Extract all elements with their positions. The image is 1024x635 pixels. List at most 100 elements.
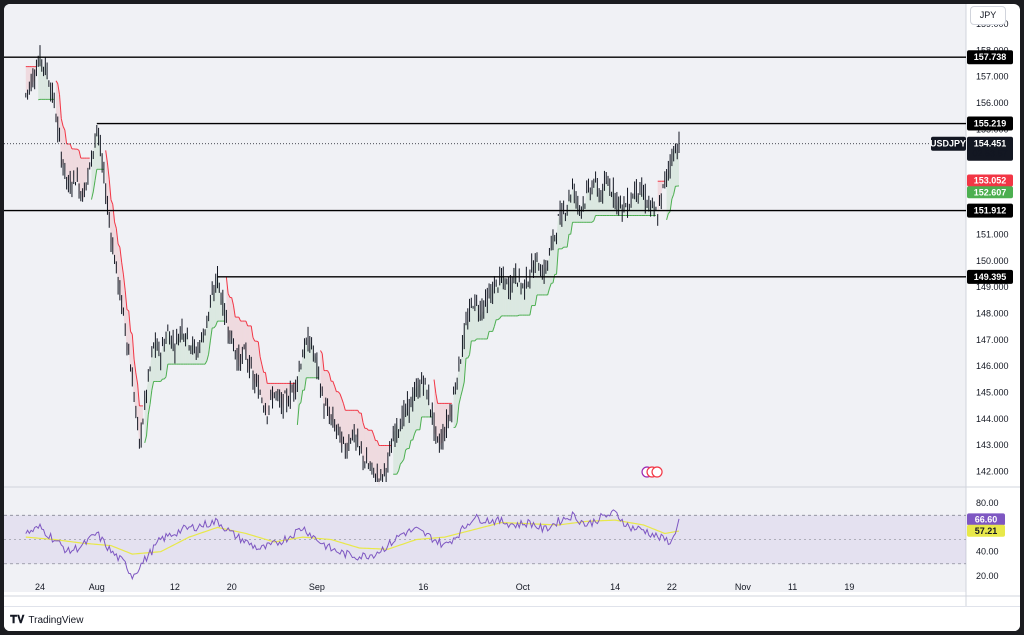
supertrend-line [135, 372, 139, 385]
supertrend-fill [66, 143, 69, 181]
supertrend-line [460, 389, 463, 397]
last-price-tag [967, 136, 1013, 161]
supertrend-fill [87, 158, 90, 171]
supertrend-fill [363, 422, 365, 464]
price-tick-label: 149.000 [976, 282, 1009, 292]
supertrend-fill [609, 192, 612, 216]
supertrend-fill [474, 301, 477, 341]
supertrend-line [59, 94, 62, 119]
level-price-tag [967, 50, 1013, 65]
rsi-value-label: 66.60 [975, 514, 998, 524]
supertrend-fill [162, 345, 165, 380]
supertrend-fill [268, 383, 271, 407]
supertrend-line [225, 276, 229, 294]
indicator-value-label: 152.607 [974, 187, 1007, 197]
supertrend-fill [359, 413, 362, 450]
supertrend-line [461, 381, 465, 390]
price-tick-label: 143.000 [976, 440, 1009, 450]
tradingview-logo[interactable]: 𝐓𝐕 TradingView [10, 614, 83, 627]
supertrend-fill [371, 430, 374, 473]
indicator-value-tag [967, 186, 1013, 199]
supertrend-line [337, 391, 341, 395]
indicator-value-tag [967, 174, 1013, 187]
supertrend-fill [586, 189, 589, 223]
supertrend-fill [526, 282, 529, 316]
time-tick-label: Sep [309, 582, 325, 592]
supertrend-line [90, 191, 94, 200]
supertrend-line [396, 470, 399, 475]
supertrend-line [213, 325, 217, 329]
supertrend-fill [63, 126, 65, 166]
price-tick-label: 150.000 [976, 256, 1009, 266]
supertrend-line [256, 340, 259, 343]
supertrend-fill [560, 221, 562, 249]
supertrend-line [257, 341, 261, 357]
level-price-label: 155.219 [974, 119, 1007, 129]
supertrend-line [474, 338, 478, 342]
supertrend-fill [235, 317, 238, 355]
level-price-tag [967, 116, 1013, 131]
supertrend-line [371, 430, 375, 436]
supertrend-line [105, 150, 108, 164]
supertrend-line [108, 178, 112, 200]
supertrend-line [296, 404, 300, 425]
supertrend-line [55, 80, 59, 84]
supertrend-fill [59, 94, 62, 165]
supertrend-line [131, 334, 135, 360]
supertrend-line [227, 293, 231, 298]
supertrend-line [570, 222, 573, 235]
supertrend-fill [130, 331, 133, 376]
chart-canvas[interactable]: 142.000 143.000 144.000 145.000 146.000 147.0… [4, 4, 1020, 606]
supertrend-fill [256, 341, 259, 384]
supertrend-line [486, 331, 490, 340]
supertrend-fill [47, 73, 49, 100]
currency-label[interactable]: JPY [970, 6, 1006, 25]
supertrend-line [419, 416, 423, 430]
supertrend-line [146, 414, 149, 437]
supertrend-line [517, 314, 520, 317]
supertrend-fill [668, 169, 671, 214]
supertrend-fill [471, 302, 474, 341]
symbol-label: USDJPY [930, 139, 966, 149]
supertrend-line [64, 129, 68, 145]
supertrend-fill [554, 236, 557, 275]
supertrend-line [250, 325, 254, 338]
supertrend-fill [336, 391, 339, 431]
supertrend-fill [606, 180, 608, 216]
supertrend-fill [425, 380, 427, 417]
supertrend-fill [139, 405, 142, 447]
signal-value-tag [967, 524, 1005, 537]
supertrend-line [133, 358, 137, 374]
supertrend-line [144, 435, 147, 444]
supertrend-line [433, 379, 437, 394]
supertrend-line [320, 350, 323, 354]
time-tick-label: 22 [667, 582, 677, 592]
rsi-value-tag [967, 513, 1005, 526]
supertrend-line [403, 449, 407, 460]
supertrend-line [492, 326, 495, 332]
supertrend-line [57, 83, 61, 95]
supertrend-line [412, 433, 416, 441]
supertrend-line [62, 126, 66, 131]
supertrend-line [114, 221, 117, 229]
supertrend-fill [499, 277, 502, 319]
supertrend-line [137, 383, 140, 406]
supertrend-fill [595, 177, 598, 216]
supertrend-fill [201, 335, 204, 365]
supertrend-line [454, 422, 458, 428]
supertrend-line [547, 288, 550, 296]
supertrend-line [373, 434, 376, 441]
supertrend-fill [677, 151, 679, 187]
supertrend-line [591, 220, 595, 223]
supertrend-fill [128, 310, 131, 372]
supertrend-line [669, 198, 673, 212]
supertrend-line [245, 320, 249, 327]
supertrend-line [209, 327, 213, 341]
time-tick-label: 20 [227, 582, 237, 592]
supertrend-line [499, 315, 502, 319]
footer: 𝐓𝐕 TradingView [4, 606, 1020, 631]
supertrend-line [215, 320, 218, 326]
supertrend-line [529, 305, 533, 316]
rsi-tick-label: 80.00 [976, 498, 999, 508]
supertrend-line [321, 353, 325, 371]
